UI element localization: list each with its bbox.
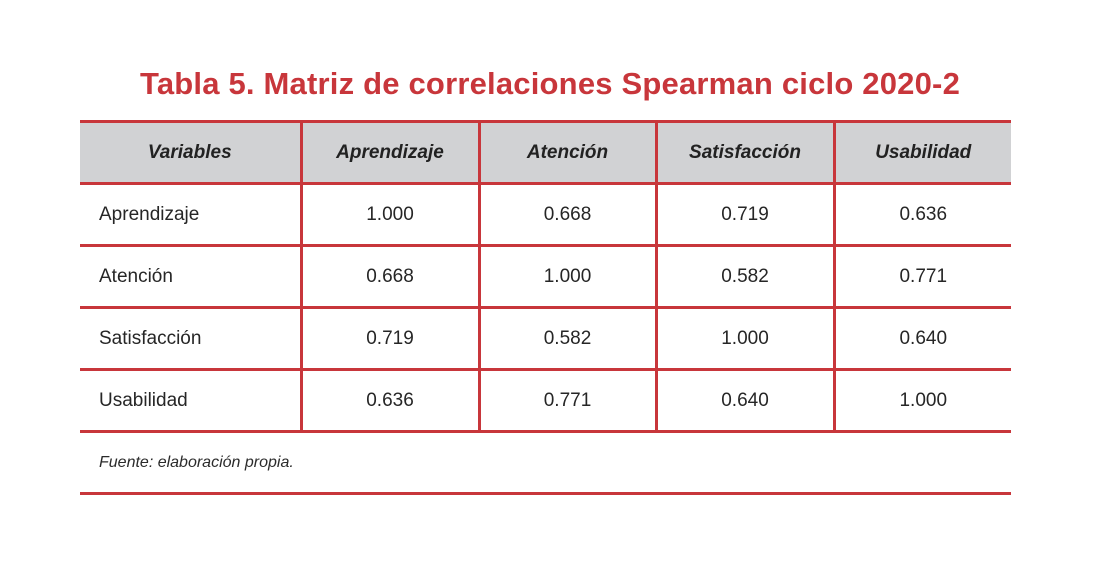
header-atencion: Atención <box>477 120 656 185</box>
row-label: Usabilidad <box>80 369 301 433</box>
table-cell: 1.000 <box>299 183 479 247</box>
table-cell: 1.000 <box>832 369 1011 433</box>
table-cell: 0.582 <box>654 245 834 309</box>
table-cell: 0.719 <box>654 183 834 247</box>
table-cell: 1.000 <box>654 307 834 371</box>
table-cell: 0.636 <box>832 183 1011 247</box>
table-cell: 0.719 <box>299 307 479 371</box>
row-label: Satisfacción <box>80 307 301 371</box>
table-cell: 0.771 <box>832 245 1011 309</box>
table-row: Satisfacción 0.719 0.582 1.000 0.640 <box>80 307 1011 371</box>
table-cell: 0.640 <box>832 307 1011 371</box>
table-row: Atención 0.668 1.000 0.582 0.771 <box>80 245 1011 309</box>
table-cell: 0.668 <box>299 245 479 309</box>
table-row: Usabilidad 0.636 0.771 0.640 1.000 <box>80 369 1011 433</box>
correlation-table: Variables Aprendizaje Atención Satisfacc… <box>80 120 1011 495</box>
table-cell: 0.668 <box>477 183 656 247</box>
correlation-table-container: Variables Aprendizaje Atención Satisfacc… <box>80 120 1011 495</box>
source-row: Fuente: elaboración propia. <box>80 431 1011 495</box>
table-cell: 0.582 <box>477 307 656 371</box>
header-variables: Variables <box>80 120 301 185</box>
table-cell: 0.636 <box>299 369 479 433</box>
table-row: Aprendizaje 1.000 0.668 0.719 0.636 <box>80 183 1011 247</box>
table-cell: 1.000 <box>477 245 656 309</box>
row-label: Atención <box>80 245 301 309</box>
table-title: Tabla 5. Matriz de correlaciones Spearma… <box>139 66 961 101</box>
header-satisfaccion: Satisfacción <box>654 120 834 185</box>
header-usabilidad: Usabilidad <box>832 120 1011 185</box>
table-cell: 0.640 <box>654 369 834 433</box>
source-note: Fuente: elaboración propia. <box>80 431 1011 495</box>
table-cell: 0.771 <box>477 369 656 433</box>
table-header-row: Variables Aprendizaje Atención Satisfacc… <box>80 120 1011 185</box>
header-aprendizaje: Aprendizaje <box>299 120 479 185</box>
row-label: Aprendizaje <box>80 183 301 247</box>
